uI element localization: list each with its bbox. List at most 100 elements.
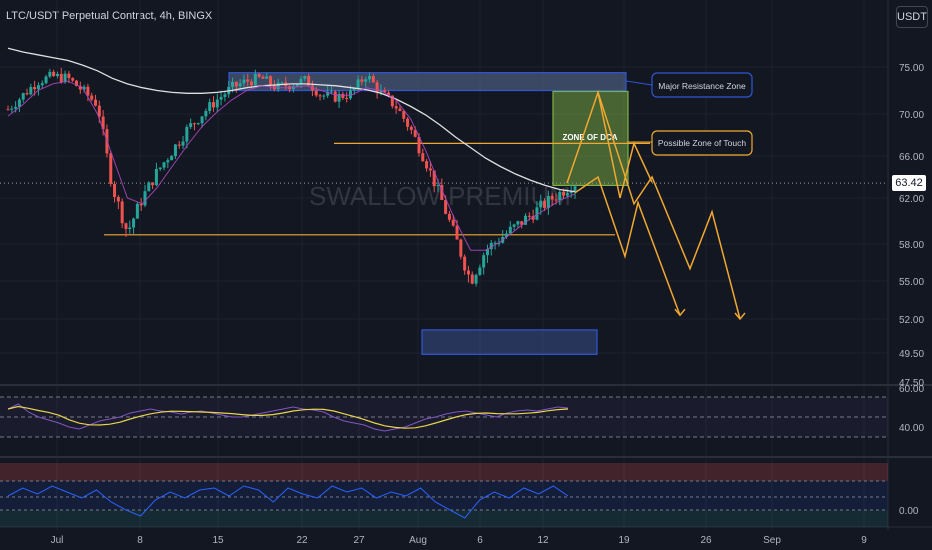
candle-body: [379, 90, 383, 93]
projection-path-b: [597, 92, 741, 320]
grid-lines: [0, 0, 888, 530]
candle-body: [569, 191, 573, 194]
price-tick-label: 52.00: [899, 315, 924, 326]
candle-body: [375, 82, 379, 93]
candle-body: [295, 84, 299, 87]
candle-body: [322, 95, 326, 97]
osc-band-middle: [0, 481, 888, 510]
candle-body: [269, 76, 273, 86]
candle-body: [204, 110, 208, 117]
time-tick-label: 22: [296, 535, 308, 546]
resistance-callout-label: Major Resistance Zone: [658, 81, 746, 91]
candle-body: [508, 226, 512, 234]
candle-body: [78, 86, 82, 90]
candle-body: [132, 218, 136, 228]
candle-body: [223, 94, 227, 97]
candle-body: [485, 249, 489, 256]
ema-slow-line: [7, 47, 576, 193]
candle-body: [383, 90, 387, 93]
candle-body: [558, 191, 562, 200]
price-tick-label: 70.00: [899, 110, 924, 121]
candle-body: [189, 123, 193, 128]
demand-zone: [421, 329, 598, 355]
candle-body: [527, 215, 531, 217]
price-tick-label: 66.00: [899, 152, 924, 163]
candle-body: [360, 79, 364, 82]
candle-body: [303, 76, 307, 79]
rsi-tick-label: 60.00: [899, 384, 924, 395]
candle-body: [170, 156, 174, 161]
candle-body: [425, 161, 429, 169]
time-tick-label: Sep: [763, 535, 781, 546]
candle-body: [74, 80, 78, 87]
candle-body: [25, 93, 29, 95]
candle-body: [253, 73, 257, 86]
time-tick-label: 9: [861, 535, 867, 546]
osc-band-upper: [0, 463, 888, 481]
candle-body: [531, 215, 535, 220]
candle-body: [463, 256, 467, 271]
candle-body: [409, 126, 413, 130]
candle-body: [242, 79, 246, 84]
resistance-callout-connector: [625, 80, 653, 86]
candle-body: [82, 86, 86, 90]
candle-body: [440, 185, 444, 201]
candle-body: [33, 87, 37, 90]
osc-tick-label: 0.00: [899, 506, 919, 517]
rsi-line: [7, 403, 569, 432]
candle-body: [234, 81, 238, 87]
candle-body: [406, 118, 410, 127]
candle-body: [196, 123, 200, 125]
candle-body: [276, 82, 280, 90]
candle-body: [314, 90, 318, 96]
candle-body: [459, 239, 463, 257]
candle-body: [246, 79, 250, 82]
candle-body: [158, 167, 162, 169]
candle-body: [219, 96, 223, 100]
candle-body: [356, 79, 360, 89]
candle-body: [151, 182, 155, 186]
dca-zone-label: ZONE OF DCA: [562, 133, 617, 142]
candle-body: [135, 203, 139, 219]
price-tick-label: 55.00: [899, 277, 924, 288]
candle-body: [257, 73, 261, 77]
candle-body: [402, 110, 406, 119]
candle-body: [97, 105, 101, 117]
candle-body: [109, 153, 113, 184]
candles: [6, 67, 577, 287]
touch-callout-box: [651, 130, 753, 156]
time-tick-label: 8: [137, 535, 143, 546]
price-tick-label: 47.50: [899, 378, 924, 389]
candle-body: [444, 200, 448, 214]
touch-callout-label: Possible Zone of Touch: [658, 138, 746, 148]
candle-body: [394, 106, 398, 109]
osc-band-lower: [0, 510, 888, 527]
currency-unit-button[interactable]: USDT: [896, 6, 928, 28]
candle-body: [554, 199, 558, 201]
candle-body: [348, 90, 352, 99]
price-tick-label: 58.00: [899, 240, 924, 251]
candle-body: [14, 106, 18, 109]
candle-body: [550, 195, 554, 200]
candle-body: [417, 136, 421, 154]
candle-body: [55, 73, 59, 76]
candle-body: [387, 92, 391, 96]
candle-body: [573, 186, 577, 192]
candle-body: [192, 123, 196, 125]
candle-body: [101, 116, 105, 130]
candle-body: [181, 141, 185, 146]
candle-body: [147, 182, 151, 192]
candle-body: [215, 99, 219, 108]
candle-body: [59, 73, 63, 83]
time-tick-label: 15: [212, 535, 224, 546]
candle-body: [436, 185, 440, 187]
candle-body: [565, 193, 569, 196]
price-tick-label: 49.50: [899, 349, 924, 360]
candle-body: [44, 76, 48, 84]
candle-body: [470, 274, 474, 284]
time-tick-label: 26: [700, 535, 712, 546]
candle-body: [261, 76, 265, 79]
candle-body: [238, 83, 242, 87]
candle-body: [390, 95, 394, 107]
